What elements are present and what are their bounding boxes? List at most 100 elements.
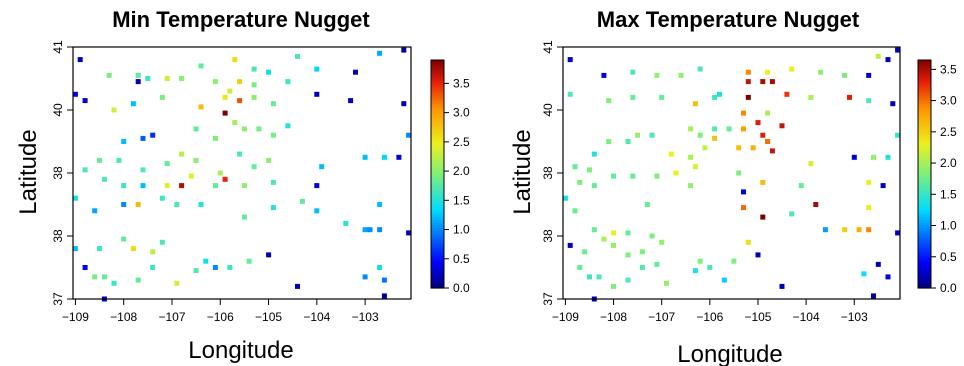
max-temp-colorbar-segment (918, 115, 931, 119)
min-temp-colorbar-segment (431, 250, 444, 254)
max-temp-colorbar-segment (918, 77, 931, 81)
max-temp-colorbar-segment (918, 285, 931, 289)
min-temp-colorbar-segment (431, 125, 444, 129)
max-temp-station-point (880, 183, 886, 189)
min-temp-colorbar-segment (431, 100, 444, 104)
min-temp-colorbar-segment (431, 85, 444, 89)
max-temp-station-point (582, 249, 588, 255)
min-temp-colorbar-segment (431, 232, 444, 236)
max-temp-station-point (885, 274, 891, 280)
max-temp-colorbar-segment (918, 242, 931, 246)
min-temp-colorbar-segment (431, 217, 444, 221)
max-temp-colorbar-segment (918, 191, 931, 195)
min-temp-station-point (266, 157, 272, 163)
max-temp-station-point (596, 274, 602, 280)
max-temp-station-point (871, 293, 876, 299)
max-temp-station-point (866, 205, 872, 211)
max-temp-colorbar-segment (918, 60, 931, 64)
max-temp-colorbar-segment (918, 219, 931, 223)
min-temp-colorbar-segment (431, 196, 444, 200)
max-temp-colorbar-tick-label: 1.0 (940, 219, 957, 233)
min-temp-station-point (203, 258, 209, 264)
max-temp-colorbar-segment (918, 166, 931, 170)
min-temp-colorbar-segment (431, 120, 444, 124)
max-temp-colorbar-segment (918, 186, 931, 190)
min-temp-station-point (116, 157, 122, 163)
max-temp-colorbar-segment (918, 260, 931, 264)
min-temp-x-tick-label: −108 (110, 310, 137, 324)
max-temp-y-tick-label: 40 (541, 103, 555, 117)
min-temp-colorbar-segment (431, 179, 444, 183)
max-temp-colorbar-segment (918, 181, 931, 185)
min-temp-colorbar-segment (431, 285, 444, 289)
max-temp-colorbar-segment (918, 90, 931, 94)
max-temp-station-point (606, 98, 612, 104)
max-temp-colorbar-segment (918, 146, 931, 150)
min-temp-station-point (135, 277, 141, 283)
min-temp-station-point (406, 132, 412, 138)
min-temp-station-point (121, 236, 127, 242)
max-temp-colorbar-segment (918, 138, 931, 142)
min-temp-station-point (222, 94, 228, 100)
min-temp-colorbar-segment (431, 75, 444, 79)
min-temp-station-point (241, 183, 247, 189)
min-temp-station-point (145, 76, 151, 81)
min-temp-station-point (295, 283, 300, 289)
max-temp-station-point (611, 173, 616, 179)
max-temp-colorbar-frame (917, 59, 932, 289)
max-temp-colorbar-segment (918, 171, 931, 175)
max-temp-station-point (601, 72, 607, 78)
max-temp-colorbar-segment (918, 217, 931, 221)
max-temp-station-point (644, 202, 650, 207)
max-temp-colorbar-segment (918, 156, 931, 160)
max-temp-station-point (639, 265, 645, 270)
max-temp-station-point (678, 72, 684, 78)
min-temp-y-tick-label: 41 (51, 40, 65, 54)
max-temp-colorbar-segment (918, 103, 931, 107)
max-temp-y-tick-label: 41 (541, 40, 555, 54)
max-temp-station-point (688, 154, 694, 160)
max-temp-station-point (591, 227, 597, 233)
max-temp-colorbar-segment (918, 174, 931, 178)
min-temp-station-point (135, 202, 141, 207)
max-temp-colorbar-segment (918, 141, 931, 145)
min-temp-colorbar-tick-label: 3.5 (453, 76, 470, 90)
max-temp-colorbar-segment (918, 153, 931, 157)
min-temp-station-point (82, 265, 88, 270)
min-temp-colorbar-segment (431, 191, 444, 195)
min-temp-station-point (232, 57, 238, 63)
max-temp-station-point (697, 66, 703, 72)
max-temp-colorbar-segment (918, 163, 931, 167)
min-temp-colorbar-segment (431, 227, 444, 231)
max-temp-colorbar-segment (918, 227, 931, 231)
max-temp-colorbar-tick-label: 3.5 (940, 62, 957, 76)
max-temp-colorbar-segment (918, 280, 931, 284)
max-temp-station-point (611, 230, 616, 236)
min-temp-colorbar-segment (431, 234, 444, 238)
max-temp-colorbar-tick-label: 2.5 (940, 125, 957, 139)
min-temp-station-point (227, 265, 233, 270)
min-temp-station-point (193, 268, 199, 274)
max-temp-station-point (654, 261, 660, 267)
min-temp-station-point (246, 258, 252, 264)
max-temp-colorbar-segment (918, 85, 931, 89)
max-temp-station-point (664, 280, 669, 286)
max-temp-colorbar-segment (918, 98, 931, 102)
min-temp-station-point (97, 246, 103, 252)
min-temp-colorbar-tick-label: 0.5 (453, 252, 470, 266)
min-temp-plot-frame (72, 46, 412, 300)
max-temp-station-point (654, 72, 660, 78)
max-temp-station-point (625, 277, 631, 283)
min-temp-station-point (179, 76, 185, 81)
max-temp-station-point (866, 72, 872, 78)
min-temp-x-tick-label: −104 (303, 310, 330, 324)
min-temp-colorbar-segment (431, 212, 444, 216)
max-temp-x-tick-label: −106 (696, 310, 723, 324)
max-temp-station-point (630, 94, 636, 100)
min-temp-station-point (314, 208, 320, 214)
max-temp-colorbar-segment (918, 277, 931, 281)
max-temp-colorbar-segment (918, 272, 931, 276)
min-temp-colorbar-segment (431, 189, 444, 193)
max-temp-colorbar-segment (918, 72, 931, 76)
